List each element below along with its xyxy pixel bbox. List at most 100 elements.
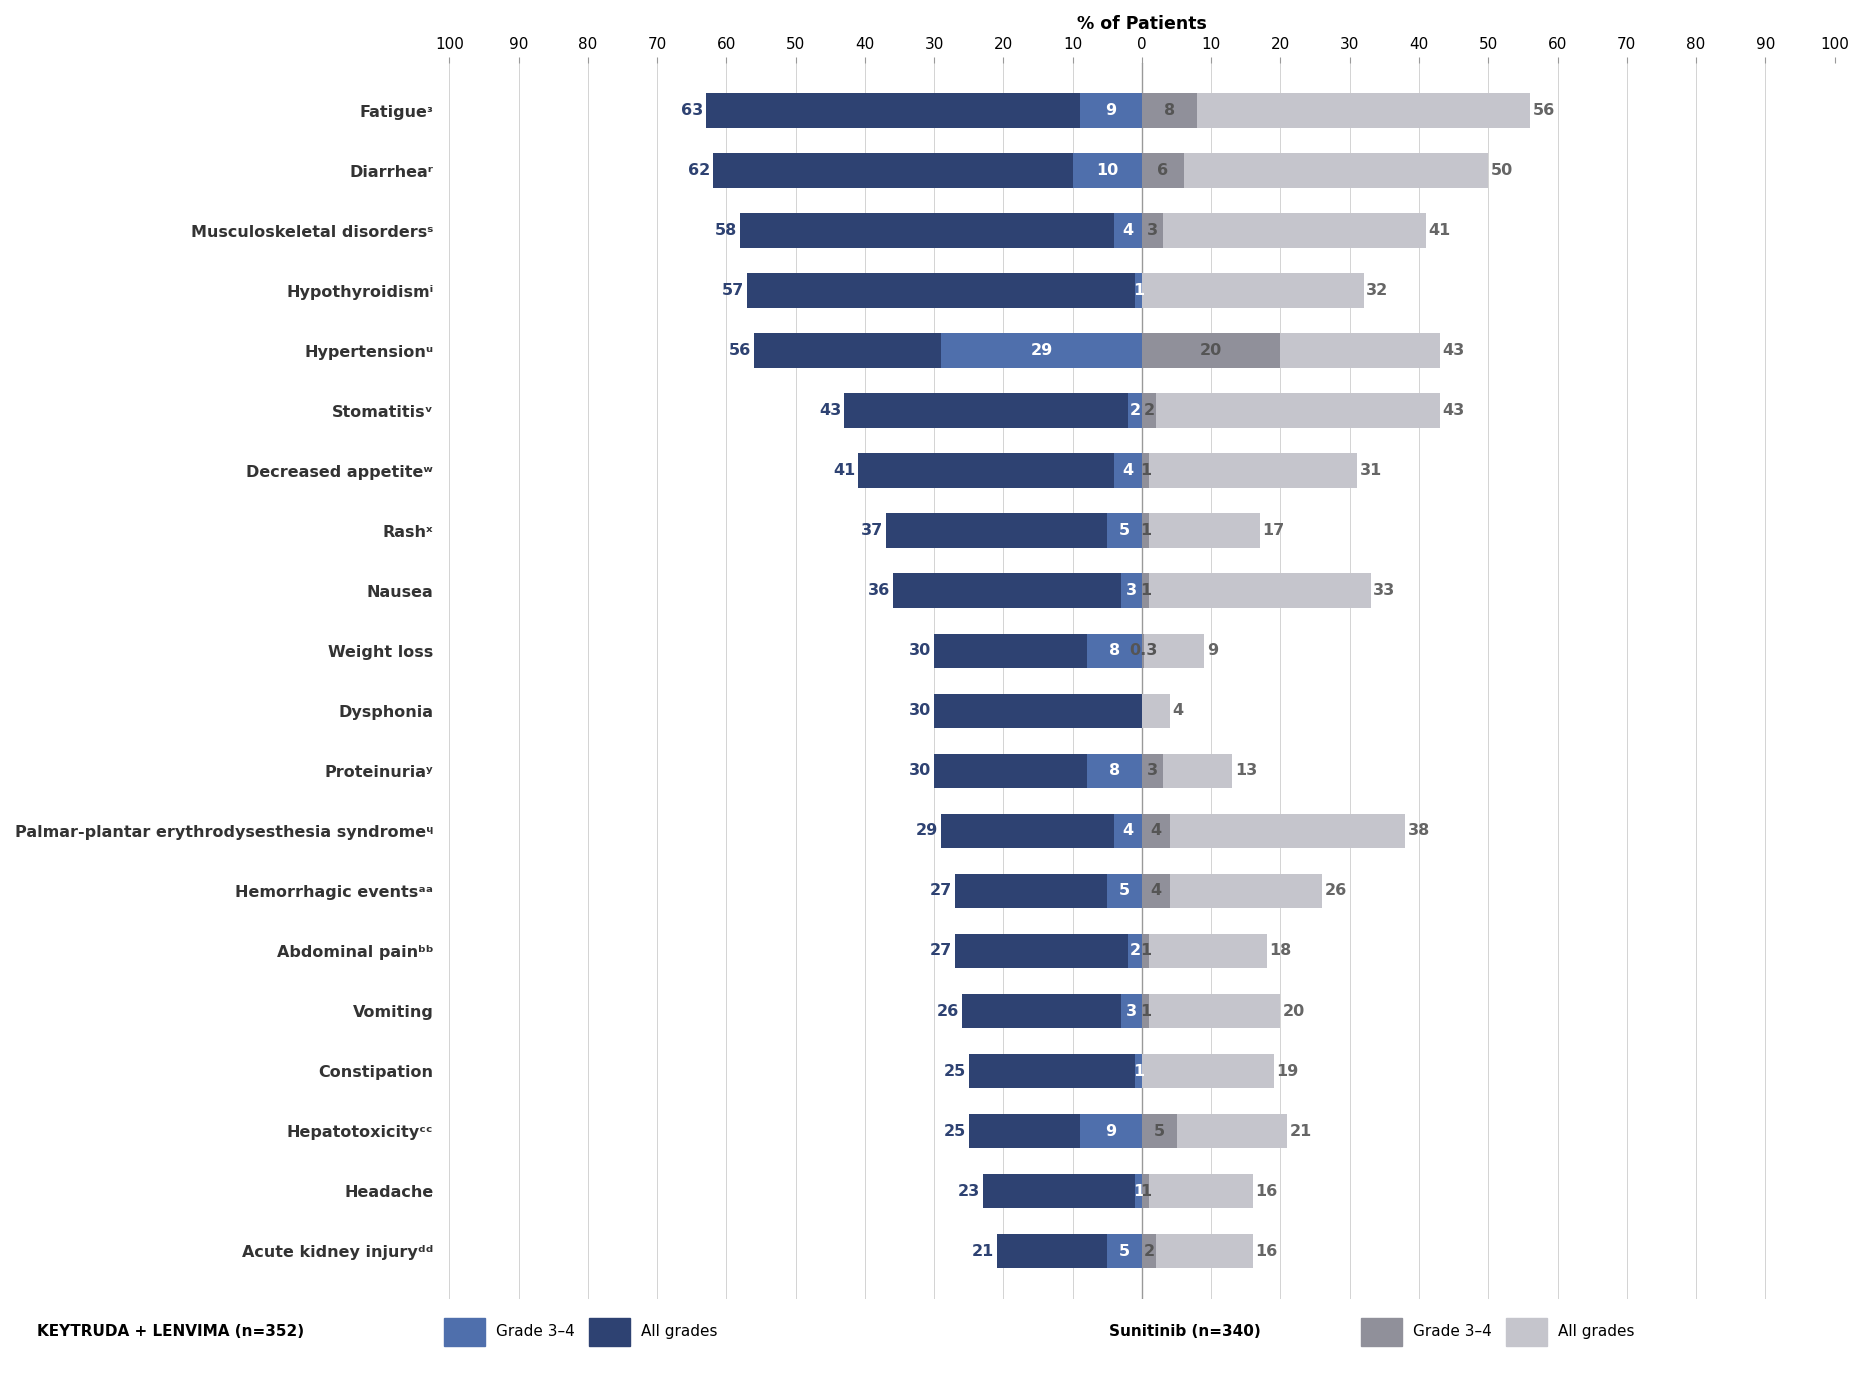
Text: 31: 31 — [1359, 464, 1381, 479]
Text: 57: 57 — [721, 283, 744, 299]
Text: 1: 1 — [1133, 1064, 1144, 1079]
Text: 38: 38 — [1407, 823, 1430, 838]
Bar — [1506, 1318, 1547, 1346]
Text: 6: 6 — [1158, 164, 1169, 179]
Text: 1: 1 — [1141, 1183, 1150, 1198]
Text: 25: 25 — [943, 1064, 966, 1079]
Text: 30: 30 — [910, 644, 932, 658]
Text: 32: 32 — [1366, 283, 1389, 299]
Text: All grades: All grades — [641, 1325, 718, 1339]
Text: 18: 18 — [1269, 944, 1292, 959]
Text: 10: 10 — [1096, 164, 1118, 179]
Text: 43: 43 — [818, 403, 841, 418]
Text: 4: 4 — [1150, 823, 1161, 838]
Bar — [589, 1318, 630, 1346]
Bar — [1143, 1234, 1156, 1269]
Bar — [1143, 874, 1322, 908]
Bar — [1079, 1113, 1143, 1149]
Bar — [1143, 933, 1148, 969]
Text: 4: 4 — [1122, 823, 1133, 838]
Bar — [1143, 813, 1405, 849]
Text: 5: 5 — [1118, 523, 1130, 538]
Text: 20: 20 — [1200, 344, 1223, 358]
Text: KEYTRUDA + LENVIMA (n=352): KEYTRUDA + LENVIMA (n=352) — [37, 1325, 304, 1339]
Bar — [969, 1113, 1143, 1149]
Text: 16: 16 — [1256, 1244, 1279, 1259]
Bar — [1143, 94, 1197, 128]
Bar — [1143, 333, 1439, 369]
Bar — [1143, 94, 1530, 128]
Bar — [740, 213, 1143, 248]
Bar — [1143, 574, 1148, 608]
Text: 63: 63 — [680, 103, 703, 118]
Text: 3: 3 — [1126, 1003, 1137, 1018]
Text: 58: 58 — [716, 223, 738, 238]
Text: 2: 2 — [1143, 1244, 1154, 1259]
Bar — [857, 454, 1143, 488]
Bar — [1143, 633, 1204, 669]
Bar — [954, 874, 1143, 908]
Bar — [1143, 1113, 1176, 1149]
Bar — [1143, 874, 1169, 908]
Text: 3: 3 — [1146, 764, 1158, 779]
Text: 37: 37 — [861, 523, 884, 538]
Bar — [706, 94, 1143, 128]
Bar — [1143, 513, 1148, 548]
Bar — [1115, 813, 1143, 849]
Text: All grades: All grades — [1558, 1325, 1635, 1339]
Text: 25: 25 — [943, 1124, 966, 1138]
Text: 9: 9 — [1105, 1124, 1117, 1138]
Text: 1: 1 — [1141, 944, 1150, 959]
Text: 5: 5 — [1154, 1124, 1165, 1138]
Text: 23: 23 — [958, 1183, 980, 1198]
Text: 33: 33 — [1374, 583, 1396, 599]
Text: 5: 5 — [1118, 1244, 1130, 1259]
Text: 13: 13 — [1234, 764, 1256, 779]
Text: 8: 8 — [1109, 764, 1120, 779]
Bar — [1115, 454, 1143, 488]
Bar — [1087, 633, 1143, 669]
Text: 1: 1 — [1133, 1183, 1144, 1198]
Bar — [941, 333, 1143, 369]
Text: 3: 3 — [1126, 583, 1137, 599]
Text: 30: 30 — [910, 703, 932, 718]
Bar — [1143, 513, 1260, 548]
Text: Sunitinib (n=340): Sunitinib (n=340) — [1109, 1325, 1260, 1339]
Text: 29: 29 — [915, 823, 938, 838]
Text: 9: 9 — [1208, 644, 1219, 658]
Bar — [1143, 754, 1163, 788]
Bar — [1143, 1113, 1288, 1149]
Bar — [1143, 1174, 1253, 1208]
Text: 2: 2 — [1143, 403, 1154, 418]
Bar — [1143, 213, 1163, 248]
Bar — [1143, 153, 1487, 189]
Bar — [1143, 454, 1148, 488]
Bar — [1143, 813, 1169, 849]
Text: 4: 4 — [1122, 464, 1133, 479]
Text: 56: 56 — [1532, 103, 1555, 118]
Bar — [1143, 213, 1426, 248]
Bar — [934, 694, 1143, 728]
Bar — [1072, 153, 1143, 189]
Bar — [1143, 394, 1439, 428]
Bar — [1143, 274, 1364, 308]
Text: 62: 62 — [688, 164, 710, 179]
Text: 20: 20 — [1282, 1003, 1305, 1018]
Text: 41: 41 — [1428, 223, 1450, 238]
Text: 27: 27 — [930, 883, 953, 899]
Bar — [444, 1318, 485, 1346]
Bar — [1143, 333, 1281, 369]
Bar — [893, 574, 1143, 608]
Text: 26: 26 — [1325, 883, 1348, 899]
Bar — [747, 274, 1143, 308]
Bar — [1135, 274, 1143, 308]
Text: 30: 30 — [910, 764, 932, 779]
Bar — [1143, 993, 1281, 1028]
Text: 3: 3 — [1146, 223, 1158, 238]
Text: 1: 1 — [1141, 464, 1150, 479]
Text: 0.3: 0.3 — [1130, 644, 1158, 658]
Bar — [1143, 1174, 1148, 1208]
Bar — [1120, 574, 1143, 608]
Text: 19: 19 — [1277, 1064, 1299, 1079]
Bar — [1079, 94, 1143, 128]
